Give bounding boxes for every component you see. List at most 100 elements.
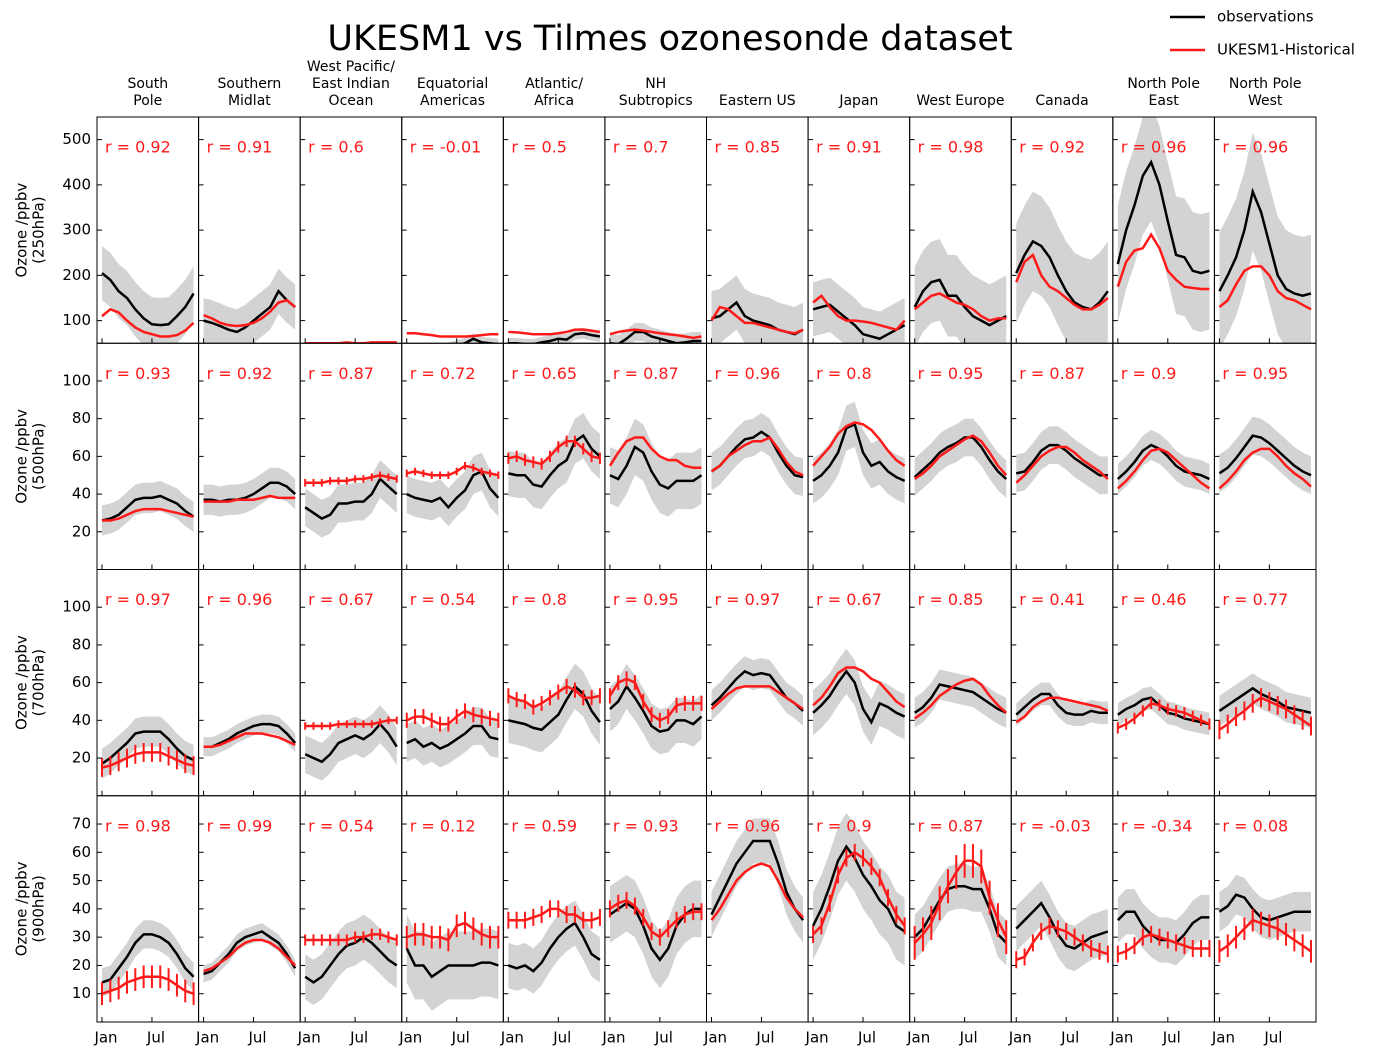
column-label: Southern — [218, 76, 282, 92]
panel — [1015, 191, 1109, 344]
panel — [508, 327, 601, 344]
correlation-label: r = 0.96 — [715, 816, 781, 835]
observation-line — [406, 469, 500, 510]
panel — [812, 648, 906, 745]
correlation-label: r = 0.54 — [308, 816, 374, 835]
model-line — [507, 684, 601, 709]
column-label: North Pole — [1229, 76, 1302, 92]
model-line — [1116, 232, 1210, 291]
y-axis-label: (500hPa) — [30, 423, 48, 490]
panel — [304, 914, 398, 1006]
x-tick-label: Jul — [755, 1029, 774, 1047]
correlation-label: r = 0.98 — [105, 816, 171, 835]
correlation-label: r = 0.95 — [918, 364, 984, 383]
panel — [812, 401, 906, 504]
observation-line — [304, 935, 398, 984]
observation-line — [508, 433, 601, 488]
model-line — [913, 859, 1008, 944]
correlation-label: r = 0.95 — [1222, 364, 1288, 383]
observation-line — [1218, 893, 1311, 922]
correlation-label: r = 0.87 — [918, 816, 984, 835]
observation-range — [508, 900, 600, 994]
column-label: Midlat — [228, 93, 271, 109]
panel — [1015, 426, 1109, 495]
model-line — [913, 292, 1007, 322]
correlation-label: r = 0.7 — [613, 138, 669, 157]
x-tick-label: Jul — [451, 1029, 470, 1047]
observation-range — [711, 818, 804, 943]
column-label: East — [1149, 93, 1180, 109]
model-line — [203, 494, 296, 503]
observation-line — [812, 669, 906, 725]
column-label: NH — [645, 76, 666, 92]
observation-range — [914, 418, 1007, 498]
observation-range — [406, 914, 499, 1011]
model-line — [812, 421, 906, 467]
correlation-label: r = 0.96 — [1121, 138, 1187, 157]
panel — [1116, 117, 1210, 332]
panel — [203, 923, 297, 983]
panel — [101, 480, 195, 536]
panel — [507, 413, 601, 510]
panel — [305, 341, 397, 360]
observation-range — [203, 268, 296, 344]
model-line — [1015, 252, 1109, 311]
observation-range — [1117, 889, 1210, 966]
panel — [1116, 889, 1211, 966]
column-label: West Pacific/ — [307, 59, 395, 75]
column-label: Eastern US — [719, 93, 796, 109]
observation-line — [1218, 434, 1312, 477]
model-line — [406, 464, 499, 477]
model-line — [1117, 933, 1210, 956]
observation-range — [1219, 132, 1311, 344]
correlation-label: r = 0.67 — [308, 590, 374, 609]
y-tick-label: 100 — [62, 598, 91, 616]
model-line — [203, 732, 296, 748]
correlation-label: r = 0.99 — [207, 816, 273, 835]
model-line — [913, 677, 1008, 720]
panel — [811, 812, 906, 966]
column-label: Ocean — [329, 93, 374, 109]
correlation-label: r = 0.85 — [918, 590, 984, 609]
observation-line — [1117, 696, 1210, 726]
panel — [203, 714, 297, 757]
correlation-label: r = 0.87 — [1019, 364, 1085, 383]
model-line — [101, 751, 194, 769]
observation-range — [406, 452, 499, 527]
observation-range — [1016, 682, 1108, 726]
column-label: Americas — [420, 93, 485, 109]
observation-range — [203, 467, 296, 517]
correlation-label: r = 0.98 — [918, 138, 984, 157]
model-line — [101, 307, 195, 338]
correlation-label: r = 0.65 — [511, 364, 577, 383]
x-tick-label: Jul — [959, 1029, 978, 1047]
x-tick-label: Jan — [500, 1029, 524, 1047]
x-tick-label: Jul — [247, 1029, 266, 1047]
correlation-label: r = -0.34 — [1121, 816, 1193, 835]
correlation-label: r = 0.8 — [511, 590, 567, 609]
y-tick-label: 20 — [72, 522, 91, 540]
observation-range — [1117, 117, 1210, 332]
y-tick-label: 100 — [62, 371, 91, 389]
observation-range — [305, 460, 397, 538]
correlation-label: r = 0.92 — [207, 364, 273, 383]
y-tick-label: 300 — [62, 221, 91, 239]
observation-range — [305, 344, 397, 360]
y-axis-label: (700hPa) — [30, 649, 48, 716]
model-line — [508, 907, 601, 922]
y-tick-label: 60 — [72, 673, 91, 691]
y-tick-label: 80 — [72, 409, 91, 427]
model-line — [608, 436, 702, 469]
panel — [1218, 416, 1312, 495]
x-tick-label: Jul — [1263, 1029, 1282, 1047]
x-tick-label: Jul — [1060, 1029, 1079, 1047]
model-line — [1015, 924, 1109, 961]
observation-range — [406, 707, 499, 768]
correlation-label: r = 0.93 — [613, 816, 679, 835]
x-tick-label: Jul — [146, 1029, 165, 1047]
observation-line — [101, 272, 195, 327]
correlation-label: r = 0.91 — [816, 138, 882, 157]
panel — [608, 418, 703, 517]
correlation-label: r = 0.9 — [1121, 364, 1177, 383]
x-tick-label: Jan — [1008, 1029, 1032, 1047]
